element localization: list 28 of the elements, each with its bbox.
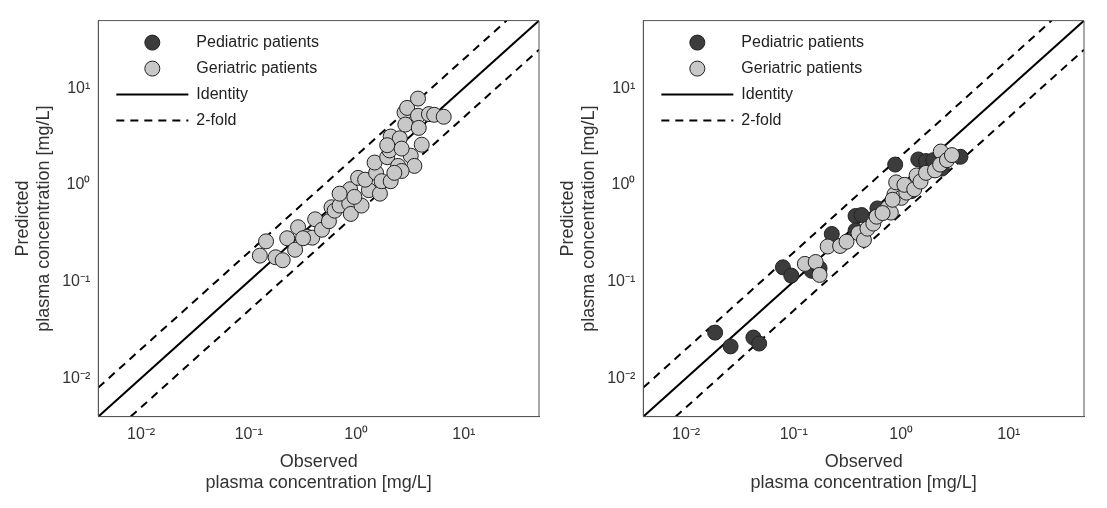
- legend-label: Geriatric patients: [196, 59, 318, 77]
- x-axis-title: Observed plasma concentration [mg/L]: [205, 450, 432, 493]
- legend-label: 2-fold: [196, 111, 237, 129]
- x-tick-label: 10⁻²: [127, 424, 156, 442]
- y-tick-label: 10¹: [67, 78, 91, 96]
- y-tick-label: 10⁻¹: [607, 271, 636, 289]
- x-tick-label: 10⁰: [889, 424, 914, 442]
- x-tick-label: 10⁻²: [672, 424, 701, 442]
- legend-label: Identity: [196, 85, 248, 103]
- y-axis-title: Predicted plasma concentration [mg/L]: [11, 105, 54, 332]
- legend-label: Pediatric patients: [741, 33, 865, 51]
- legend-label: Pediatric patients: [196, 33, 320, 51]
- y-tick-label: 10⁻¹: [62, 271, 91, 289]
- x-tick-label: 10⁻¹: [779, 424, 808, 442]
- legend-label: 2-fold: [741, 111, 782, 129]
- y-tick-label: 10⁻²: [607, 368, 636, 386]
- y-axis-title: Predicted plasma concentration [mg/L]: [556, 105, 599, 332]
- legend-label: Identity: [741, 85, 793, 103]
- y-tick-label: 10⁰: [611, 175, 636, 193]
- x-tick-label: 10¹: [997, 424, 1021, 442]
- y-tick-label: 10¹: [612, 78, 636, 96]
- y-tick-label: 10⁰: [66, 175, 91, 193]
- y-tick-label: 10⁻²: [62, 368, 91, 386]
- legend-label: Geriatric patients: [741, 59, 863, 77]
- x-tick-label: 10⁻¹: [234, 424, 263, 442]
- x-axis-title: Observed plasma concentration [mg/L]: [750, 450, 977, 493]
- x-tick-label: 10⁰: [344, 424, 369, 442]
- x-tick-label: 10¹: [452, 424, 476, 442]
